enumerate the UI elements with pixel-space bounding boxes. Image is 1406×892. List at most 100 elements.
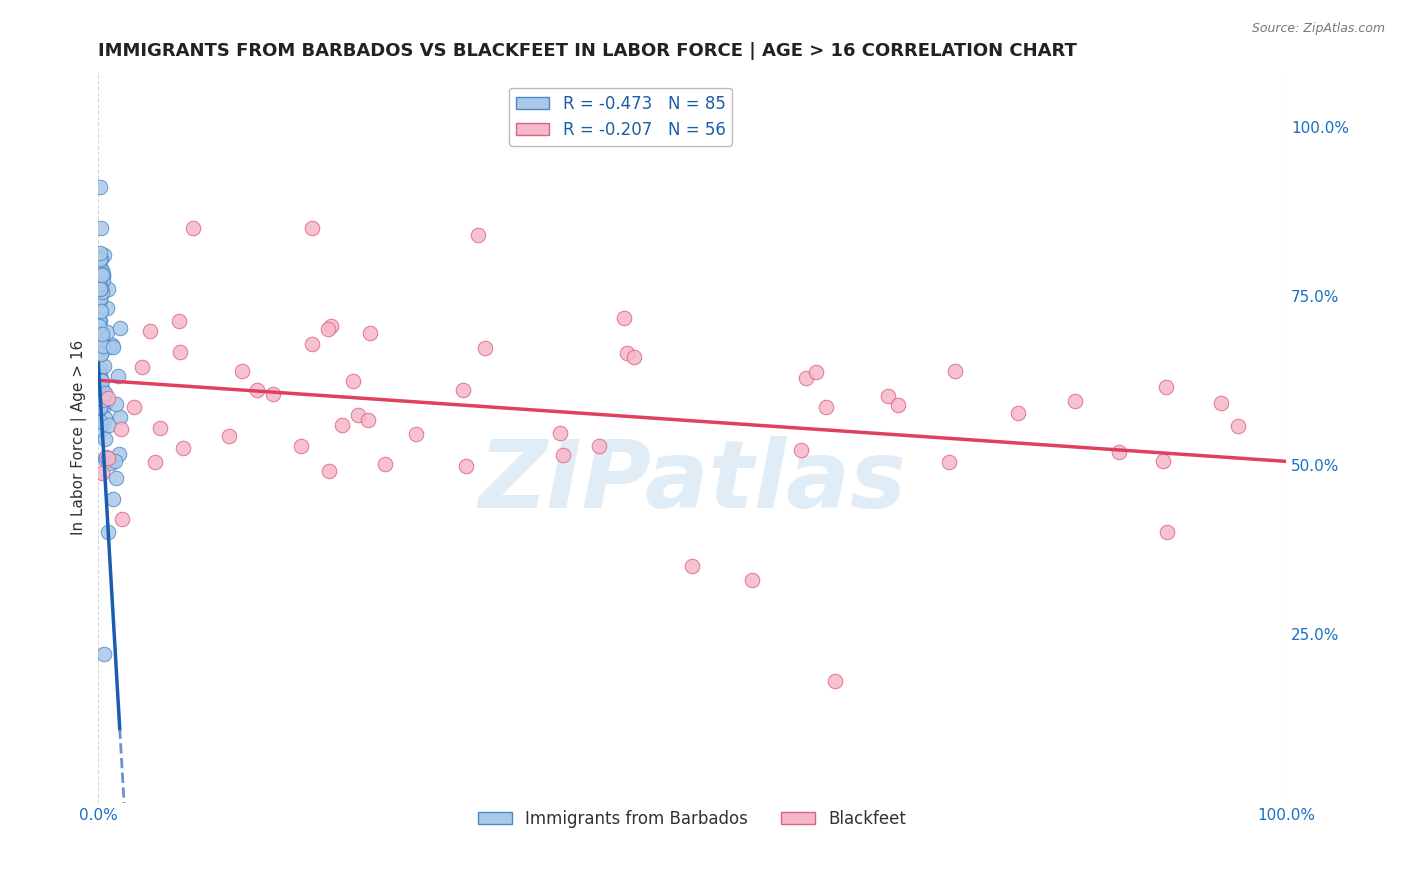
Point [90, 268, 112, 283]
Point [131, 360, 153, 375]
Point [89, 369, 111, 384]
Point [149, 420, 172, 434]
Point [96, 301, 118, 315]
Y-axis label: In Labor Force | Age > 16: In Labor Force | Age > 16 [72, 340, 87, 535]
Point [91, 417, 114, 431]
Point [89, 314, 111, 328]
Point [87, 278, 110, 293]
Point [90, 221, 112, 235]
Point [97, 391, 120, 405]
Point [245, 383, 267, 397]
Point [108, 410, 131, 425]
Point [89, 303, 111, 318]
Point [1152, 454, 1174, 468]
Point [122, 400, 145, 414]
Point [107, 369, 129, 384]
Point [90, 252, 112, 267]
Point [91, 326, 114, 341]
Point [91, 272, 114, 286]
Point [301, 336, 323, 351]
Point [94, 451, 117, 466]
Point [110, 422, 132, 436]
Point [824, 674, 846, 689]
Point [139, 324, 162, 338]
Text: ZIPatlas: ZIPatlas [478, 435, 907, 527]
Point [1007, 406, 1029, 420]
Legend: Immigrants from Barbados, Blackfeet: Immigrants from Barbados, Blackfeet [472, 804, 912, 835]
Point [89, 339, 111, 353]
Point [90, 278, 112, 293]
Point [90, 261, 112, 276]
Point [623, 350, 645, 364]
Point [374, 457, 396, 471]
Point [467, 227, 489, 242]
Point [94, 411, 117, 425]
Point [101, 337, 124, 351]
Point [101, 491, 124, 506]
Point [89, 414, 111, 428]
Point [91, 339, 114, 353]
Point [87, 313, 110, 327]
Point [89, 252, 111, 266]
Point [876, 389, 898, 403]
Text: IMMIGRANTS FROM BARBADOS VS BLACKFEET IN LABOR FORCE | AGE > 16 CORRELATION CHAR: IMMIGRANTS FROM BARBADOS VS BLACKFEET IN… [98, 42, 1077, 60]
Point [91, 392, 114, 407]
Point [262, 387, 284, 401]
Point [330, 418, 353, 433]
Point [90, 400, 112, 414]
Point [91, 382, 114, 396]
Point [231, 364, 253, 378]
Point [89, 337, 111, 351]
Point [945, 364, 967, 378]
Point [887, 398, 910, 412]
Point [342, 374, 364, 388]
Point [1108, 444, 1130, 458]
Point [94, 385, 117, 400]
Point [143, 455, 166, 469]
Point [87, 368, 110, 382]
Point [89, 276, 111, 290]
Point [815, 401, 838, 415]
Point [613, 311, 636, 326]
Point [89, 361, 111, 376]
Point [172, 442, 194, 456]
Text: Source: ZipAtlas.com: Source: ZipAtlas.com [1251, 22, 1385, 36]
Point [89, 180, 111, 194]
Point [98, 417, 121, 432]
Point [94, 433, 117, 447]
Point [218, 429, 240, 443]
Point [97, 451, 120, 466]
Point [1154, 380, 1177, 394]
Point [451, 383, 474, 397]
Point [89, 252, 111, 266]
Point [89, 342, 111, 356]
Point [89, 293, 111, 307]
Point [108, 447, 131, 461]
Point [90, 281, 112, 295]
Point [93, 248, 115, 262]
Point [1226, 419, 1249, 434]
Point [89, 348, 111, 362]
Point [87, 365, 110, 379]
Point [346, 408, 368, 422]
Point [91, 268, 114, 282]
Point [357, 413, 380, 427]
Point [551, 449, 574, 463]
Point [89, 274, 111, 288]
Point [110, 321, 132, 335]
Point [456, 459, 478, 474]
Point [93, 359, 115, 373]
Point [290, 440, 312, 454]
Point [789, 443, 811, 458]
Point [101, 340, 124, 354]
Point [90, 328, 112, 343]
Point [93, 399, 115, 413]
Point [93, 647, 115, 661]
Point [111, 512, 134, 526]
Point [96, 393, 118, 408]
Point [87, 383, 110, 397]
Point [169, 345, 191, 359]
Point [105, 471, 128, 485]
Point [90, 466, 112, 480]
Point [1211, 396, 1233, 410]
